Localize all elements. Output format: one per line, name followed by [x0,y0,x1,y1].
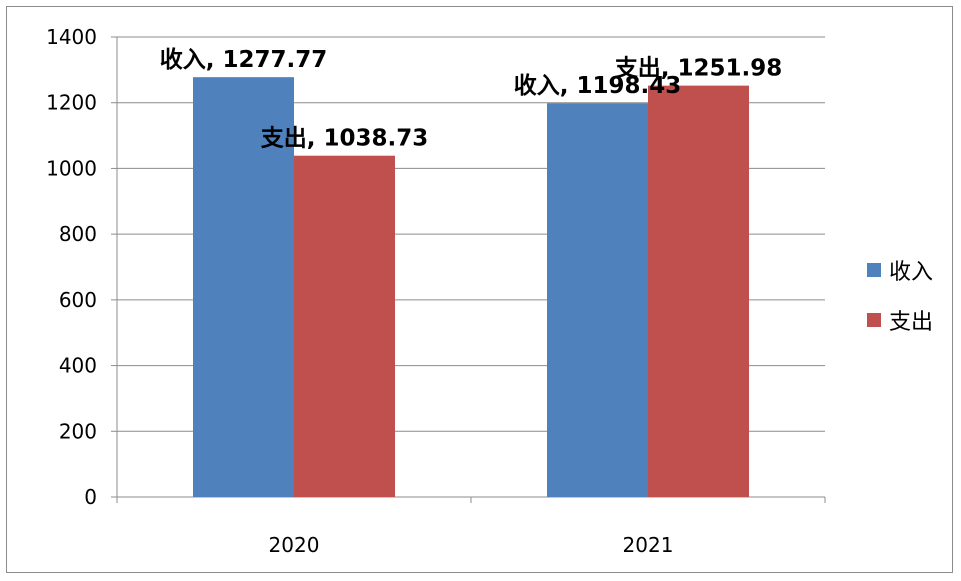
bar-支出-2020 [294,155,395,497]
y-tick-label-400: 400 [59,354,97,378]
axes: 0 200 400 600 800 1000 1200 1400 2020 2021 [46,25,826,557]
bar-收入-2020 [193,77,294,497]
y-tick-label-1400: 1400 [46,25,97,49]
y-tick-label-0: 0 [84,485,97,509]
bar-收入-2021 [547,103,648,498]
x-tick-label-2021: 2021 [623,533,674,557]
legend-label-收入: 收入 [889,260,933,285]
legend-label-支出: 支出 [889,310,933,335]
bar-支出-2021 [648,85,749,498]
y-tick-label-800: 800 [59,222,97,246]
y-tick-label-1000: 1000 [46,156,97,180]
y-tick-label-200: 200 [59,419,97,443]
legend-swatch-支出 [867,313,881,327]
bars [193,77,749,498]
legend-swatch-收入 [867,263,881,277]
y-tick-label-1200: 1200 [46,91,97,115]
y-tick-label-600: 600 [59,288,97,312]
x-tick-label-2020: 2020 [269,533,320,557]
data-label-支出-2021: 支出, 1251.98 [614,56,783,82]
chart-frame [6,6,953,573]
data-label-收入-2020: 收入, 1277.77 [160,46,328,73]
data-label-收入-2021: 收入, 1198.43 [514,72,682,99]
data-label-支出-2020: 支出, 1038.73 [260,126,429,152]
